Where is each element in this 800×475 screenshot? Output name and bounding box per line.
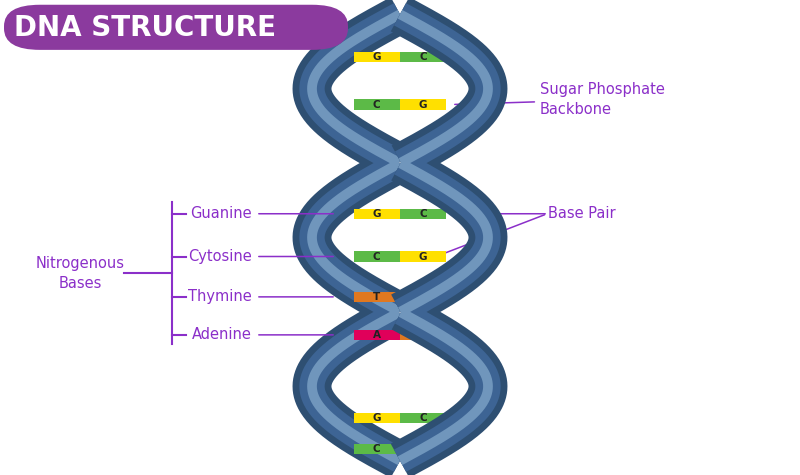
Text: C: C bbox=[373, 444, 381, 454]
Bar bbox=[400, 292, 446, 302]
Bar bbox=[354, 330, 400, 340]
Text: C: C bbox=[419, 413, 427, 423]
Text: G: G bbox=[373, 209, 381, 219]
Bar bbox=[354, 209, 400, 219]
Text: G: G bbox=[419, 99, 427, 110]
Text: Base Pair: Base Pair bbox=[548, 206, 616, 221]
Bar bbox=[354, 251, 400, 262]
Text: Sugar Phosphate
Backbone: Sugar Phosphate Backbone bbox=[454, 82, 665, 117]
Bar bbox=[354, 292, 400, 302]
Text: A: A bbox=[419, 292, 427, 302]
Text: G: G bbox=[373, 52, 381, 62]
Bar bbox=[400, 209, 446, 219]
Text: T: T bbox=[419, 330, 427, 340]
Text: Cytosine: Cytosine bbox=[188, 249, 252, 264]
Text: Guanine: Guanine bbox=[190, 206, 252, 221]
Bar bbox=[354, 444, 400, 454]
Text: C: C bbox=[373, 251, 381, 262]
Bar bbox=[400, 99, 446, 110]
Text: Adenine: Adenine bbox=[192, 327, 252, 342]
Text: G: G bbox=[373, 413, 381, 423]
Bar bbox=[400, 444, 446, 454]
Bar bbox=[354, 99, 400, 110]
Bar bbox=[400, 251, 446, 262]
Bar bbox=[400, 330, 446, 340]
Text: A: A bbox=[373, 330, 381, 340]
Text: DNA STRUCTURE: DNA STRUCTURE bbox=[14, 14, 277, 41]
Text: T: T bbox=[373, 292, 381, 302]
Bar bbox=[400, 52, 446, 62]
Text: Nitrogenous
Bases: Nitrogenous Bases bbox=[35, 256, 125, 291]
Text: C: C bbox=[419, 52, 427, 62]
Text: Thymine: Thymine bbox=[188, 289, 252, 304]
Text: C: C bbox=[419, 209, 427, 219]
FancyBboxPatch shape bbox=[4, 5, 348, 50]
Text: G: G bbox=[419, 444, 427, 454]
Bar bbox=[354, 52, 400, 62]
Text: C: C bbox=[373, 99, 381, 110]
Text: G: G bbox=[419, 251, 427, 262]
Bar bbox=[354, 413, 400, 423]
Bar bbox=[400, 413, 446, 423]
